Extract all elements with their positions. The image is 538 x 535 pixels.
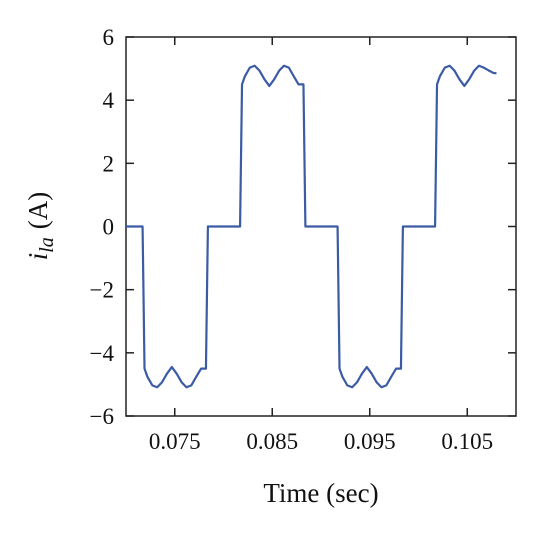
y-tick-label: 2 (103, 151, 115, 176)
y-tick-label: 6 (103, 25, 115, 50)
x-axis-label: Time (sec) (263, 478, 378, 508)
y-tick-label: 4 (103, 88, 115, 113)
y-axis-label: ila (A) (23, 192, 58, 261)
tick-labels: 0.075 0.085 0.095 0.105 −6 −4 −2 0 2 4 6 (90, 25, 494, 454)
y-tick-label: −6 (90, 404, 114, 429)
y-tick-label: −2 (90, 278, 114, 303)
series-line-ila (126, 64, 497, 389)
y-tick-label: 0 (103, 215, 115, 240)
y-axis-label-unit: (A) (23, 192, 53, 229)
y-axis-label-main: i (23, 253, 53, 261)
x-tick-label: 0.085 (246, 429, 298, 454)
plot-area: 0.075 0.085 0.095 0.105 −6 −4 −2 0 2 4 6 (90, 25, 517, 454)
x-tick-label: 0.095 (344, 429, 396, 454)
y-tick-label: −4 (90, 341, 115, 366)
x-tick-label: 0.075 (149, 429, 201, 454)
axis-ticks (126, 36, 516, 417)
x-tick-label: 0.105 (441, 429, 493, 454)
y-axis-label-sub: la (36, 237, 58, 253)
